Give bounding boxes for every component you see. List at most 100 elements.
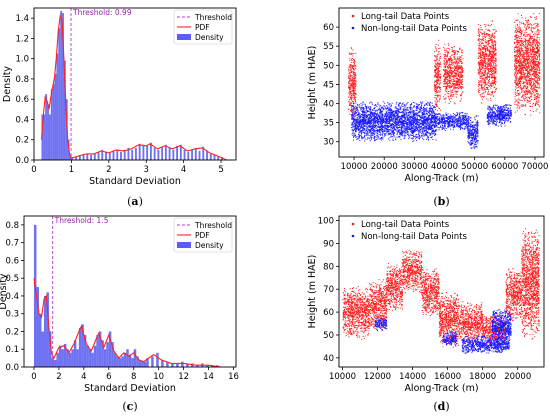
- data-point: [445, 55, 447, 57]
- data-point: [483, 96, 484, 98]
- data-point: [436, 81, 438, 83]
- data-point: [525, 60, 527, 62]
- data-point: [434, 66, 436, 68]
- data-point: [482, 64, 484, 65]
- data-point: [437, 72, 439, 74]
- data-point: [408, 112, 410, 114]
- data-point: [414, 129, 416, 130]
- data-point: [460, 51, 462, 53]
- data-point: [532, 47, 534, 49]
- data-point: [477, 31, 479, 33]
- data-point: [439, 47, 441, 49]
- data-point: [529, 41, 531, 43]
- data-point: [485, 46, 487, 47]
- data-point: [449, 71, 451, 73]
- data-point: [519, 66, 521, 68]
- data-point: [487, 64, 489, 66]
- data-point: [537, 64, 539, 65]
- data-point: [538, 72, 540, 74]
- density-bar: [149, 142, 152, 160]
- data-point: [517, 30, 519, 32]
- data-point: [492, 77, 494, 79]
- data-point: [478, 52, 480, 53]
- data-point: [448, 75, 450, 77]
- data-point: [489, 39, 491, 41]
- data-point: [480, 45, 482, 47]
- data-point: [478, 43, 480, 45]
- data-point: [537, 23, 539, 25]
- data-point: [353, 53, 355, 55]
- data-point: [394, 122, 396, 124]
- data-point: [517, 73, 519, 75]
- data-point: [450, 86, 452, 88]
- data-point: [414, 131, 416, 132]
- data-point: [439, 80, 441, 82]
- data-point: [364, 133, 365, 135]
- data-point: [426, 126, 428, 128]
- data-point: [523, 72, 525, 73]
- data-point: [517, 87, 519, 88]
- data-point: [362, 111, 364, 113]
- data-point: [519, 43, 521, 45]
- data-point: [411, 128, 413, 130]
- data-point: [454, 80, 455, 82]
- data-point: [381, 128, 383, 130]
- data-point: [494, 32, 496, 34]
- data-point: [524, 99, 525, 101]
- data-point: [400, 134, 402, 136]
- data-point: [478, 73, 480, 75]
- data-point: [456, 87, 458, 88]
- data-point: [521, 77, 523, 79]
- data-point: [484, 89, 486, 91]
- data-point: [354, 100, 356, 101]
- data-point: [386, 128, 388, 129]
- data-point: [491, 44, 493, 46]
- data-point: [495, 52, 497, 54]
- data-point: [534, 64, 536, 66]
- data-point: [449, 59, 451, 61]
- data-point: [449, 67, 451, 69]
- data-point: [514, 64, 516, 66]
- data-point: [524, 73, 526, 75]
- data-point: [520, 76, 521, 78]
- data-point: [480, 25, 482, 26]
- data-point: [436, 104, 438, 106]
- data-point: [526, 31, 528, 33]
- data-point: [445, 89, 447, 91]
- data-point: [350, 87, 352, 89]
- data-point: [536, 38, 538, 40]
- data-point: [444, 101, 446, 103]
- data-point: [386, 119, 388, 121]
- data-point: [478, 45, 480, 46]
- data-point: [482, 70, 484, 72]
- data-point: [399, 134, 401, 136]
- data-point: [523, 95, 525, 97]
- data-point: [436, 58, 438, 60]
- data-point: [533, 89, 535, 91]
- data-point: [352, 89, 354, 91]
- data-point: [518, 76, 520, 78]
- data-point: [534, 39, 536, 41]
- data-point: [534, 38, 535, 40]
- data-point: [495, 46, 497, 48]
- data-point: [458, 71, 460, 73]
- data-point: [443, 75, 445, 77]
- data-point: [432, 125, 434, 127]
- data-point: [456, 67, 458, 69]
- data-point: [486, 66, 488, 68]
- data-point: [478, 38, 480, 40]
- data-point: [454, 83, 456, 85]
- data-point: [448, 71, 450, 73]
- data-point: [457, 71, 459, 73]
- data-point: [520, 60, 522, 62]
- x-tick-label: 10000: [341, 162, 368, 172]
- data-point: [349, 65, 351, 67]
- data-point: [538, 48, 540, 50]
- data-point: [396, 134, 398, 136]
- data-point: [529, 44, 531, 46]
- data-point: [492, 82, 494, 84]
- data-point: [481, 39, 482, 41]
- data-point: [537, 104, 539, 105]
- data-point: [530, 35, 531, 37]
- data-point: [455, 82, 457, 84]
